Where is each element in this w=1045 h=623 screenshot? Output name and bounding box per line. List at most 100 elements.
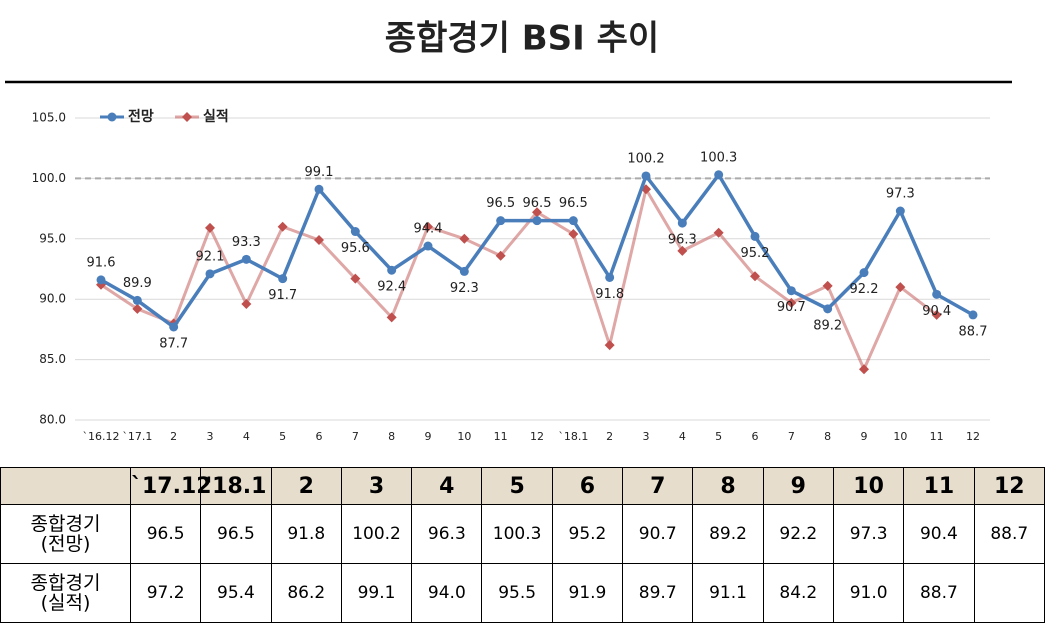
point-marker xyxy=(459,266,469,276)
header-cell: 2 xyxy=(270,467,342,505)
x-tick-label: `17.1 xyxy=(122,430,152,443)
point-marker xyxy=(822,280,833,291)
point-marker xyxy=(205,269,215,279)
header-row: `17.12'18.1 2 3 4 5 6 7 8 9 10 11 12 xyxy=(0,467,1045,505)
point-marker xyxy=(859,268,869,278)
x-tick-label: 7 xyxy=(788,430,795,443)
x-tick-label: 8 xyxy=(388,430,395,443)
x-tick-label: 4 xyxy=(243,430,250,443)
point-marker xyxy=(350,227,360,237)
point-marker xyxy=(713,227,724,238)
data-cell: 100.2 xyxy=(340,504,413,564)
point-marker xyxy=(132,295,142,305)
data-cell: 96.5 xyxy=(200,504,272,564)
data-label: 92.4 xyxy=(377,280,406,295)
x-tick-label: 11 xyxy=(930,430,944,443)
row-label-line: (전망) xyxy=(40,533,91,555)
data-cell: 89.7 xyxy=(622,563,694,623)
x-tick-label: 9 xyxy=(861,430,868,443)
point-marker xyxy=(205,222,215,233)
data-label: 95.6 xyxy=(341,241,370,256)
empty-cell xyxy=(973,563,1045,623)
data-cell: 100.3 xyxy=(481,504,553,564)
point-marker xyxy=(931,309,942,320)
header-cell: '18.1 xyxy=(200,467,272,505)
data-cell: 95.5 xyxy=(481,563,553,623)
point-marker xyxy=(823,304,833,314)
data-label: 90.4 xyxy=(922,304,951,319)
x-tick-label: 7 xyxy=(352,430,359,443)
y-tick-label: 105.0 xyxy=(32,111,66,125)
data-label: 92.2 xyxy=(850,282,879,297)
point-marker xyxy=(677,245,688,256)
point-marker xyxy=(968,310,978,320)
data-cell: 96.3 xyxy=(411,504,483,564)
data-cell: 91.8 xyxy=(270,504,342,564)
data-cell: 94.0 xyxy=(411,563,483,623)
point-marker xyxy=(750,231,760,241)
point-marker xyxy=(423,241,433,251)
x-tick-label: 12 xyxy=(530,430,544,443)
data-label: 87.7 xyxy=(159,336,188,351)
x-tick-label: 12 xyxy=(966,430,980,443)
point-marker xyxy=(677,218,687,228)
point-marker xyxy=(496,216,506,226)
x-tick-label: 6 xyxy=(316,430,323,443)
x-tick-label: 4 xyxy=(679,430,686,443)
data-label: 95.2 xyxy=(741,246,770,261)
header-cell: 12 xyxy=(973,467,1045,505)
data-cell: 91.1 xyxy=(692,563,764,623)
x-tick-label: 2 xyxy=(606,430,613,443)
data-cell: 88.7 xyxy=(973,504,1045,564)
x-tick-label: 5 xyxy=(279,430,286,443)
data-cell: 91.9 xyxy=(551,563,624,623)
point-marker xyxy=(641,171,651,181)
point-marker xyxy=(241,299,252,310)
point-marker xyxy=(387,265,397,275)
x-tick-label: 3 xyxy=(643,430,650,443)
point-marker xyxy=(714,170,724,180)
x-tick-label: 10 xyxy=(457,430,471,443)
data-cell: 95.2 xyxy=(551,504,624,564)
point-marker xyxy=(386,312,397,323)
data-cell: 90.4 xyxy=(903,504,975,564)
x-tick-label: 10 xyxy=(893,430,907,443)
data-label: 89.2 xyxy=(813,318,842,333)
point-marker xyxy=(350,273,361,284)
data-cell: 99.1 xyxy=(340,563,413,623)
point-marker xyxy=(278,274,288,284)
point-marker xyxy=(604,340,615,351)
data-cell: 88.7 xyxy=(903,563,975,623)
legend-label: 실적 xyxy=(203,108,229,125)
data-label: 94.4 xyxy=(414,222,443,237)
data-label: 91.6 xyxy=(87,255,116,270)
x-tick-label: `18.1 xyxy=(558,430,588,443)
header-cell: 3 xyxy=(340,467,413,505)
point-marker xyxy=(459,233,470,244)
point-marker xyxy=(241,254,251,264)
header-cell: 11 xyxy=(903,467,975,505)
point-marker xyxy=(96,275,106,285)
point-marker xyxy=(859,364,869,375)
row-label-line: 종합경기 xyxy=(30,572,101,594)
data-label: 92.3 xyxy=(450,281,479,296)
data-label: 90.7 xyxy=(777,300,806,315)
header-cell: `17.12 xyxy=(129,467,212,505)
data-label: 91.8 xyxy=(595,287,624,302)
legend-label: 전망 xyxy=(128,108,154,125)
data-label: 96.3 xyxy=(668,233,697,248)
data-label: 99.1 xyxy=(305,165,334,180)
data-label: 100.2 xyxy=(627,151,664,166)
data-label: 92.1 xyxy=(196,249,225,264)
point-marker xyxy=(314,184,324,194)
point-marker xyxy=(277,221,288,232)
row-label: 종합경기 (실적) xyxy=(0,563,131,623)
data-row: 종합경기 (실적) 97.2 95.4 86.2 99.1 94.0 95.5 91.9 89.7… xyxy=(0,563,1045,623)
chart: 종합경기 BSI 추이 80.0 85.0 90.0 95.0 100.0 105.0 `1… xyxy=(5,19,1012,443)
data-cell: 84.2 xyxy=(762,563,834,623)
data-cell: 86.2 xyxy=(270,563,342,623)
point-marker xyxy=(314,235,324,246)
row-label-line: (실적) xyxy=(40,592,91,614)
y-tick-label: 80.0 xyxy=(39,413,66,427)
data-label: 96.5 xyxy=(523,196,552,211)
